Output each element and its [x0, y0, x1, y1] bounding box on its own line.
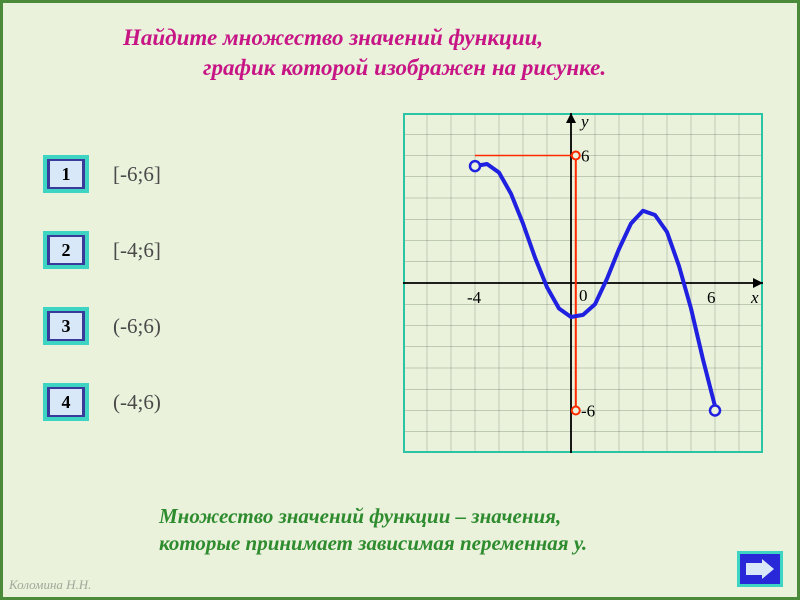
definition-text: Множество значений функции – значения, к…: [159, 503, 587, 558]
option-row: 4 (-4;6): [43, 383, 161, 421]
option-label-4: (-4;6): [113, 390, 161, 415]
option-num: 4: [50, 389, 82, 415]
option-num: 1: [50, 161, 82, 187]
svg-text:6: 6: [581, 147, 590, 166]
option-label-1: [-6;6]: [113, 162, 161, 187]
svg-text:0: 0: [579, 286, 588, 305]
option-label-2: [-4;6]: [113, 238, 161, 263]
svg-text:у: у: [579, 113, 589, 131]
option-label-3: (-6;6): [113, 314, 161, 339]
option-num: 2: [50, 237, 82, 263]
option-num: 3: [50, 313, 82, 339]
svg-text:-6: -6: [581, 402, 595, 421]
svg-text:6: 6: [707, 288, 716, 307]
option-row: 1 [-6;6]: [43, 155, 161, 193]
option-row: 3 (-6;6): [43, 307, 161, 345]
author-footer: Коломина Н.Н.: [9, 577, 91, 593]
definition-line1: Множество значений функции – значения,: [159, 503, 587, 530]
option-button-1[interactable]: 1: [43, 155, 89, 193]
title-line2: график которой изображен на рисунке.: [203, 55, 606, 81]
option-button-3[interactable]: 3: [43, 307, 89, 345]
option-row: 2 [-4;6]: [43, 231, 161, 269]
svg-text:х: х: [750, 288, 759, 307]
definition-line2: которые принимает зависимая переменная у…: [159, 530, 587, 557]
chart-svg: х у 0 -4 6 6 -6: [403, 113, 763, 453]
option-button-2[interactable]: 2: [43, 231, 89, 269]
options-list: 1 [-6;6] 2 [-4;6] 3 (-6;6) 4 (-4;6): [43, 155, 161, 459]
function-graph: х у 0 -4 6 6 -6: [403, 113, 763, 453]
title-line1: Найдите множество значений функции,: [123, 25, 543, 51]
option-button-4[interactable]: 4: [43, 383, 89, 421]
arrow-right-icon: [746, 559, 774, 579]
next-button[interactable]: [737, 551, 783, 587]
svg-text:-4: -4: [467, 288, 482, 307]
